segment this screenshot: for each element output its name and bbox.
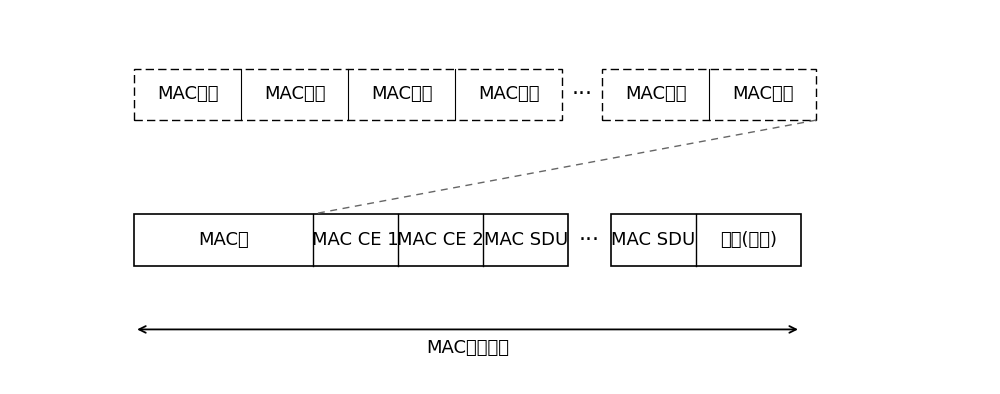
Text: 填充(可选): 填充(可选) [720, 231, 777, 249]
Text: ···: ··· [579, 230, 600, 250]
Text: MAC子头: MAC子头 [157, 85, 219, 103]
Text: MAC CE 1: MAC CE 1 [312, 231, 398, 249]
Bar [134, 214, 568, 266]
Text: MAC SDU: MAC SDU [611, 231, 696, 249]
Text: MAC子头: MAC子头 [264, 85, 325, 103]
Text: ···: ··· [572, 84, 593, 104]
Text: MAC头: MAC头 [198, 231, 249, 249]
Bar [611, 214, 801, 266]
Bar [602, 69, 816, 120]
Text: MAC有效载荷: MAC有效载荷 [426, 338, 509, 357]
Bar [134, 69, 562, 120]
Text: MAC子头: MAC子头 [478, 85, 539, 103]
Text: MAC CE 2: MAC CE 2 [397, 231, 484, 249]
Text: MAC SDU: MAC SDU [484, 231, 568, 249]
Text: MAC子头: MAC子头 [732, 85, 794, 103]
Text: MAC子头: MAC子头 [625, 85, 687, 103]
Text: MAC子头: MAC子头 [371, 85, 432, 103]
